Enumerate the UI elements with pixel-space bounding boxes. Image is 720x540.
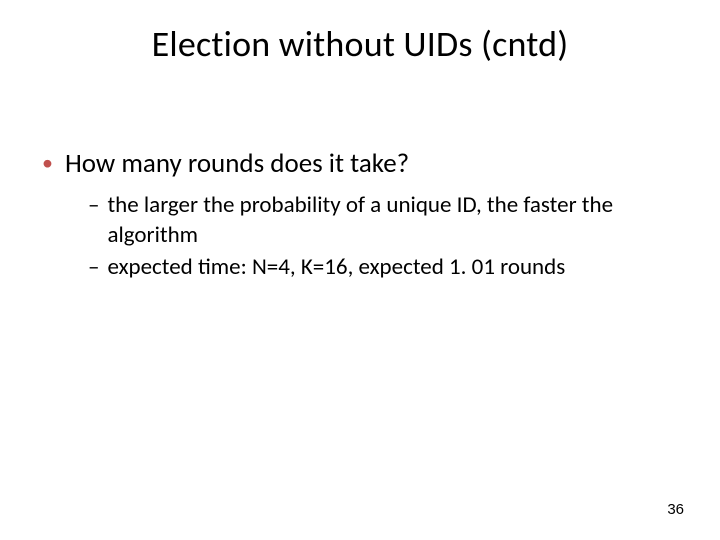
bullet-dash-icon: – xyxy=(88,190,99,220)
bullet-level2: – expected time: N=4, K=16, expected 1. … xyxy=(88,252,684,282)
bullet-dot-icon: • xyxy=(42,148,53,178)
slide-title: Election without UIDs (cntd) xyxy=(0,0,720,66)
slide-body: • How many rounds does it take? – the la… xyxy=(36,148,684,284)
bullet-dash-icon: – xyxy=(88,252,99,282)
bullet-level1: • How many rounds does it take? xyxy=(36,148,684,180)
slide: Election without UIDs (cntd) • How many … xyxy=(0,0,720,540)
bullet-level2: – the larger the probability of a unique… xyxy=(88,190,684,250)
bullet-level2-text: the larger the probability of a unique I… xyxy=(107,190,684,250)
bullet-level2-text: expected time: N=4, K=16, expected 1. 01… xyxy=(107,252,565,282)
page-number: 36 xyxy=(667,501,684,518)
bullet-level1-text: How many rounds does it take? xyxy=(65,148,409,180)
